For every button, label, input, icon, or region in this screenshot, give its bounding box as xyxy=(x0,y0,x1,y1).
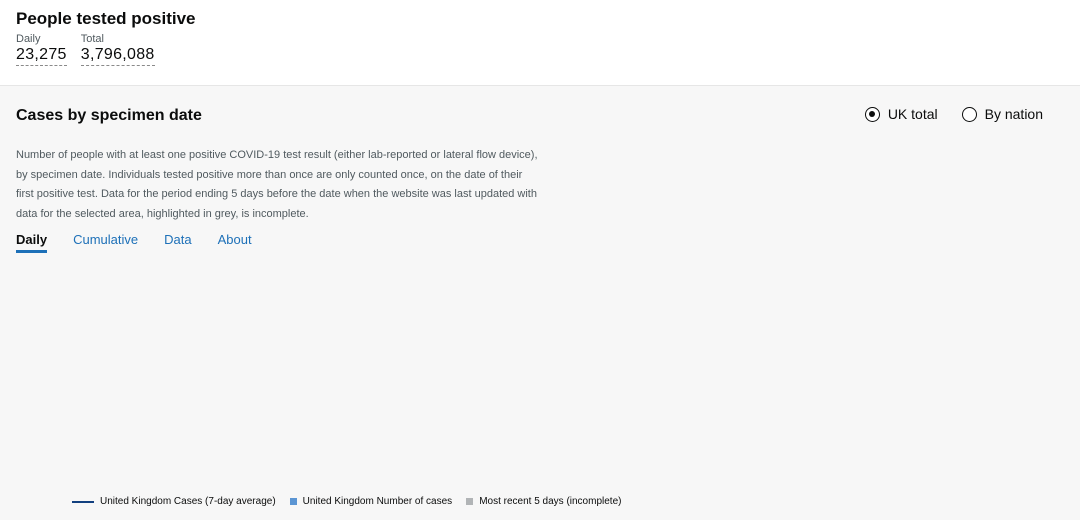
total-stat: Total 3,796,088 xyxy=(80,33,155,66)
legend-item-incomplete[interactable]: Most recent 5 days (incomplete) xyxy=(466,496,621,507)
radio-by-nation[interactable]: By nation xyxy=(961,106,1043,122)
chart-legend: United Kingdom Cases (7-day average) Uni… xyxy=(72,496,621,507)
area-radio-group: UK total By nation xyxy=(864,106,1043,122)
radio-selected-icon[interactable] xyxy=(864,106,880,122)
headline-stats: Daily 23,275 Total 3,796,088 xyxy=(16,33,1066,66)
daily-label: Daily xyxy=(16,33,41,45)
chart-card: Cases by specimen date UK total By natio… xyxy=(0,85,1080,520)
tab-about[interactable]: About xyxy=(217,232,252,247)
legend-label-average: United Kingdom Cases (7-day average) xyxy=(100,496,276,507)
card-title: Cases by specimen date xyxy=(16,107,202,124)
headline-title: People tested positive xyxy=(16,9,196,28)
headline-block: People tested positive Daily 23,275 Tota… xyxy=(16,8,1066,66)
daily-stat: Daily 23,275 xyxy=(16,33,67,66)
radio-unselected-icon[interactable] xyxy=(961,106,977,122)
radio-uk-total-label: UK total xyxy=(887,106,938,122)
chart-description: Number of people with at least one posit… xyxy=(16,149,538,220)
daily-value[interactable]: 23,275 xyxy=(16,45,67,66)
chart-tabs: Daily Cumulative Data About xyxy=(16,232,252,253)
legend-label-incomplete: Most recent 5 days (incomplete) xyxy=(479,496,622,507)
legend-line-swatch xyxy=(72,500,94,503)
tab-cumulative[interactable]: Cumulative xyxy=(73,232,139,247)
radio-by-nation-label: By nation xyxy=(984,106,1043,122)
legend-incomplete-swatch xyxy=(466,498,474,505)
total-label: Total xyxy=(80,33,104,45)
legend-item-average[interactable]: United Kingdom Cases (7-day average) xyxy=(72,496,276,507)
radio-uk-total[interactable]: UK total xyxy=(864,106,938,122)
legend-bar-swatch xyxy=(289,498,297,505)
tab-data[interactable]: Data xyxy=(164,232,192,247)
tab-daily[interactable]: Daily xyxy=(16,232,48,253)
legend-item-cases[interactable]: United Kingdom Number of cases xyxy=(289,496,453,507)
total-value[interactable]: 3,796,088 xyxy=(80,45,155,66)
legend-label-cases: United Kingdom Number of cases xyxy=(302,496,453,507)
